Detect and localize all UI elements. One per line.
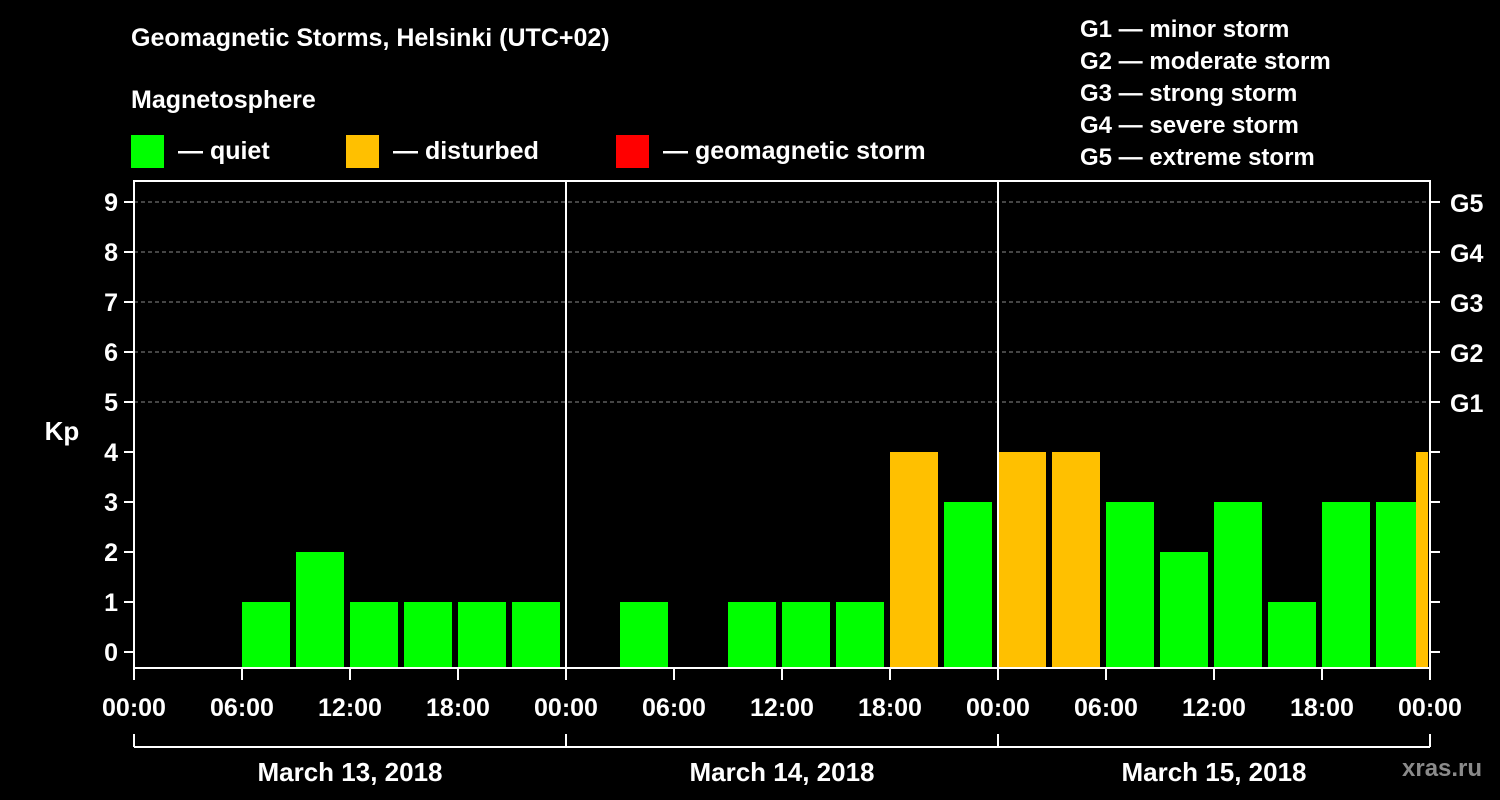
kp-bar-7	[512, 602, 560, 668]
legend-disturbed-label: — disturbed	[393, 136, 539, 165]
g-scale-label-g3: G3	[1450, 290, 1483, 318]
kp-bar-13	[836, 602, 884, 668]
x-tick-label-2: 12:00	[318, 694, 382, 722]
x-tick-label-3: 18:00	[426, 694, 490, 722]
kp-bar-24	[1416, 452, 1428, 668]
kp-bar-5	[404, 602, 452, 668]
y-tick-label-1: 1	[104, 589, 118, 617]
x-tick-label-11: 18:00	[1290, 694, 1354, 722]
magnetosphere-legend-title: Magnetosphere	[131, 86, 316, 114]
day-label-2: March 15, 2018	[1121, 757, 1306, 787]
legend-storm: — geomagnetic storm	[616, 134, 926, 168]
x-tick-label-8: 00:00	[966, 694, 1030, 722]
legend-storm-label: — geomagnetic storm	[663, 136, 926, 165]
storm-scale-legend: G1 — minor storm G2 — moderate storm G3 …	[1080, 14, 1331, 174]
kp-bar-17	[1052, 452, 1100, 668]
y-tick-label-0: 0	[104, 639, 118, 667]
g-scale-label-g5: G5	[1450, 190, 1483, 218]
x-tick-label-7: 18:00	[858, 694, 922, 722]
x-tick-label-0: 00:00	[102, 694, 166, 722]
y-tick-label-6: 6	[104, 339, 118, 367]
legend-disturbed: — disturbed	[346, 134, 539, 168]
kp-bar-19	[1160, 552, 1208, 668]
x-tick-label-9: 06:00	[1074, 694, 1138, 722]
kp-bar-14	[890, 452, 938, 668]
g-scale-label-g1: G1	[1450, 390, 1483, 418]
kp-bar-21	[1268, 602, 1316, 668]
kp-bar-16	[998, 452, 1046, 668]
kp-bar-9	[620, 602, 668, 668]
kp-bar-2	[242, 602, 290, 668]
x-tick-label-6: 12:00	[750, 694, 814, 722]
legend-quiet-label: — quiet	[178, 136, 270, 165]
day-label-1: March 14, 2018	[689, 757, 874, 787]
x-tick-label-12: 00:00	[1398, 694, 1462, 722]
watermark: xras.ru	[1402, 755, 1483, 782]
y-tick-label-5: 5	[104, 389, 118, 417]
storm-scale-g3: G3 — strong storm	[1080, 80, 1298, 107]
y-tick-label-2: 2	[104, 539, 118, 567]
y-tick-label-3: 3	[104, 489, 118, 517]
y-tick-label-4: 4	[104, 439, 118, 467]
y-tick-label-7: 7	[104, 289, 118, 317]
chart-title: Geomagnetic Storms, Helsinki (UTC+02)	[131, 24, 610, 52]
y-tick-label-9: 9	[104, 189, 118, 217]
x-tick-label-10: 12:00	[1182, 694, 1246, 722]
g-scale-label-g4: G4	[1450, 240, 1483, 268]
legend-quiet-swatch	[131, 134, 164, 168]
kp-bar-3	[296, 552, 344, 668]
day-label-0: March 13, 2018	[257, 757, 442, 787]
kp-bar-22	[1322, 502, 1370, 668]
kp-bar-4	[350, 602, 398, 668]
kp-bar-12	[782, 602, 830, 668]
y-axis-label: Kp	[45, 416, 80, 446]
storm-scale-g5: G5 — extreme storm	[1080, 144, 1315, 171]
kp-bar-15	[944, 502, 992, 668]
legend-storm-swatch	[616, 134, 649, 168]
g-scale-label-g2: G2	[1450, 340, 1483, 368]
legend-disturbed-swatch	[346, 134, 379, 168]
storm-scale-g4: G4 — severe storm	[1080, 112, 1299, 139]
x-tick-label-5: 06:00	[642, 694, 706, 722]
storm-scale-g2: G2 — moderate storm	[1080, 48, 1331, 75]
kp-bar-6	[458, 602, 506, 668]
storm-scale-g1: G1 — minor storm	[1080, 16, 1290, 43]
legend-quiet: — quiet	[131, 134, 270, 168]
kp-bar-11	[728, 602, 776, 668]
y-tick-label-8: 8	[104, 239, 118, 267]
x-tick-label-4: 00:00	[534, 694, 598, 722]
x-tick-label-1: 06:00	[210, 694, 274, 722]
kp-bar-18	[1106, 502, 1154, 668]
kp-bar-20	[1214, 502, 1262, 668]
